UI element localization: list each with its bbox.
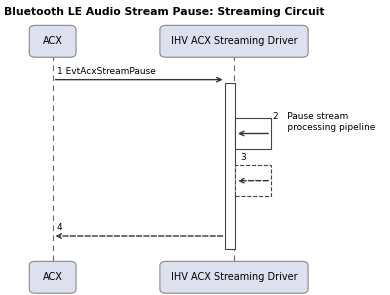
Text: 4: 4 <box>57 223 62 232</box>
FancyBboxPatch shape <box>160 261 308 293</box>
Bar <box>235 118 271 149</box>
Text: 3: 3 <box>241 153 246 162</box>
FancyBboxPatch shape <box>160 25 308 57</box>
Text: ACX: ACX <box>43 36 62 46</box>
FancyBboxPatch shape <box>29 25 76 57</box>
Bar <box>225 83 235 249</box>
FancyBboxPatch shape <box>29 261 76 293</box>
Text: 2   Pause stream
     processing pipeline: 2 Pause stream processing pipeline <box>273 112 375 132</box>
Text: Bluetooth LE Audio Stream Pause: Streaming Circuit: Bluetooth LE Audio Stream Pause: Streami… <box>4 7 324 17</box>
Text: 1 EvtAcxStreamPause: 1 EvtAcxStreamPause <box>57 67 156 76</box>
Text: IHV ACX Streaming Driver: IHV ACX Streaming Driver <box>171 36 297 46</box>
Text: ACX: ACX <box>43 272 62 282</box>
Text: IHV ACX Streaming Driver: IHV ACX Streaming Driver <box>171 272 297 282</box>
Bar <box>235 165 271 196</box>
